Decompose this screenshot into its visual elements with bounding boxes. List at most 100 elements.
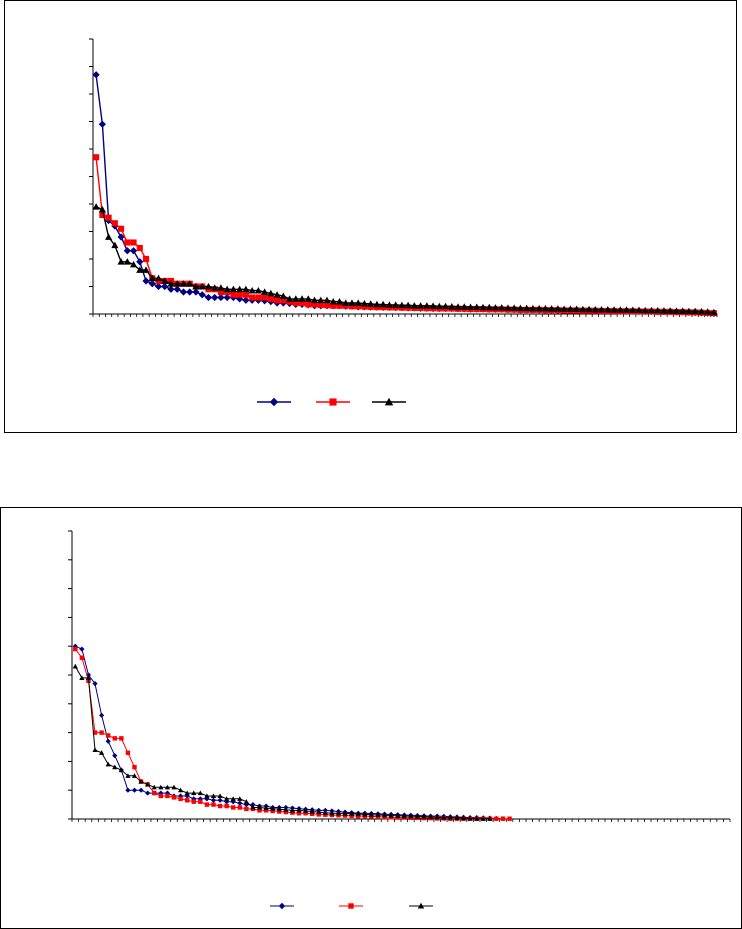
chart-2-series-2-point <box>119 736 124 741</box>
chart-2-series-3-point <box>263 805 269 811</box>
chart-2-series-3-point <box>99 750 105 755</box>
chart-2-series-3-point <box>151 784 157 790</box>
chart-2-series-1-point <box>210 797 217 803</box>
chart-1-series-2-point <box>124 239 131 246</box>
chart-2-series-2-point <box>224 803 229 809</box>
chart-1-series-1-point <box>161 282 169 291</box>
chart-1-series-3-point <box>236 285 244 293</box>
chart-1-series-2-point <box>242 291 249 298</box>
chart-2-series-3-point <box>112 764 118 770</box>
chart-2-series-3-point <box>349 811 355 816</box>
chart-2-series-2-point <box>92 730 98 735</box>
chart-1-series-3-point <box>242 285 250 293</box>
chart-1-series-3-point <box>186 280 194 287</box>
chart-1-series-3-point <box>473 303 481 311</box>
chart-1-series-2-point <box>217 288 224 296</box>
chart-1-legend-series-3-marker <box>384 397 394 406</box>
chart-1-series-1-point <box>129 247 138 255</box>
chart-1-series-2-point <box>367 303 374 310</box>
chart-1-series-3-point <box>373 300 381 308</box>
chart-1-series-1-point <box>148 280 156 288</box>
chart-1-series-2-point <box>305 301 312 308</box>
chart-1-series-3-point <box>510 304 518 311</box>
chart-1-legend-series-2-marker <box>329 398 337 406</box>
chart-1-series-2-point <box>255 294 262 301</box>
chart-2-legend-series-3-marker <box>417 902 425 909</box>
chart-2-series-2-point <box>283 809 289 815</box>
chart-2-series-3-point <box>395 813 401 818</box>
chart-1-series-2-point <box>230 291 237 298</box>
chart-1-series-3-point <box>117 258 125 265</box>
chart-1-series-3-point <box>417 302 425 309</box>
chart-2-frame <box>0 507 742 929</box>
chart-2-series-2-point <box>277 809 282 814</box>
chart-2-series-3-point <box>125 773 131 778</box>
chart-1-series-3-point <box>329 298 337 305</box>
chart-1-series-2-point <box>317 301 324 308</box>
chart-2-series-3-point <box>375 812 381 818</box>
chart-2-series-3-point <box>85 675 92 680</box>
chart-2-series-3-point <box>487 816 493 821</box>
chart-1-series-3-point <box>647 306 656 314</box>
chart-2-series-3-point <box>428 814 434 820</box>
chart-1-series-1-point <box>211 293 219 302</box>
chart-2-series-1-point <box>112 753 118 759</box>
chart-2-series-1-point <box>99 712 105 718</box>
chart-2-series-3-line <box>74 666 490 820</box>
chart-1-series-2-point <box>330 302 337 309</box>
chart-1-series-3-point <box>585 305 593 313</box>
chart-2-series-3-point <box>381 812 388 818</box>
chart-1-series-3-point <box>548 305 556 312</box>
chart-2-series-3-point <box>224 796 230 801</box>
chart-1-series-3-point <box>398 301 406 309</box>
chart-1-series-3-point <box>460 303 468 310</box>
chart-2-series-3-point <box>302 808 309 814</box>
chart-1-series-1-point <box>136 258 144 266</box>
chart-2 <box>0 507 742 929</box>
chart-1-series-2-point <box>136 244 143 252</box>
chart-2-series-2-point <box>198 799 203 804</box>
chart-2-series-3-point <box>237 796 243 801</box>
chart-1-series-3-point <box>685 307 693 315</box>
chart-2-series-3-point <box>474 816 480 821</box>
chart-1-series-1-point <box>261 297 269 305</box>
chart-2-series-3-point <box>342 810 348 816</box>
chart-2-series-2-point <box>178 796 183 802</box>
chart-1-series-3-point <box>604 306 612 313</box>
chart-2-series-1-point <box>250 802 256 808</box>
chart-1-series-2-point <box>323 302 331 309</box>
chart-2-series-2-point <box>204 802 210 807</box>
chart-2-series-2-point <box>303 811 308 816</box>
chart-2-series-3-point <box>414 813 421 819</box>
chart-1-series-3-point <box>679 307 687 314</box>
chart-1-series-2-point <box>292 299 299 307</box>
chart-1-series-3-point <box>610 306 618 313</box>
chart-2-series-2-point <box>99 730 104 735</box>
chart-2-series-2-point <box>263 808 269 813</box>
chart-1-series-3-point <box>579 305 587 313</box>
chart-2-series-2-point <box>231 805 236 810</box>
chart-1-series-3-point <box>554 305 562 312</box>
chart-1-series-2-point <box>261 294 268 301</box>
chart-1-series-1-point <box>167 285 175 293</box>
chart-1-series-3-point <box>616 306 624 313</box>
chart-1-series-3-point <box>523 304 531 312</box>
chart-2-series-2-point <box>165 793 170 799</box>
chart-1-series-1-point <box>117 233 125 241</box>
chart-1-series-3-point <box>591 306 599 313</box>
chart-1-series-3-point <box>360 299 369 307</box>
chart-1-series-3-point <box>317 296 325 304</box>
chart-1-legend <box>257 397 406 407</box>
chart-1-legend-series-1-marker <box>269 397 279 407</box>
chart-2-series-2-point <box>105 733 111 738</box>
chart-2-series-2-point <box>296 811 302 816</box>
chart-1-series-3-point <box>454 303 462 310</box>
chart-2-series-3-point <box>204 793 210 799</box>
chart-1-series-3-point <box>535 304 543 312</box>
chart-1-series-2-point <box>93 154 100 161</box>
chart-1-series-3-point <box>92 203 100 210</box>
chart-2-series-3-point <box>421 814 427 819</box>
chart-1-series-3-point <box>541 304 549 312</box>
chart-1-series-3-point <box>292 295 300 302</box>
chart-1-series-1-point <box>223 293 231 302</box>
